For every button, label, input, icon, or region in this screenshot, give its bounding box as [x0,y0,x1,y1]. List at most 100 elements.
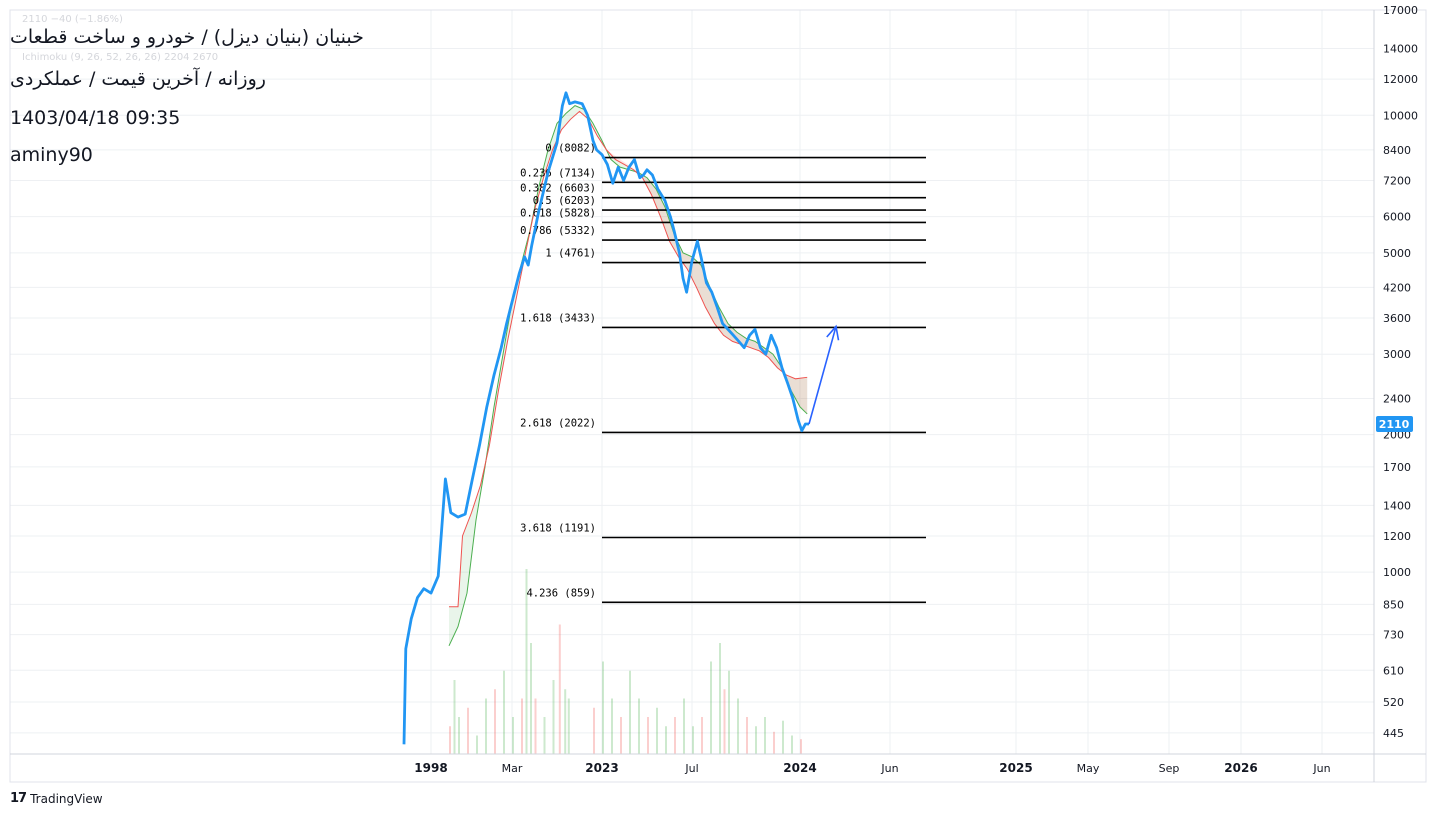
fibonacci-extension[interactable]: 0 (8082) 0.236 (7134) 0.382 (6603)0.5 (620… [520,143,926,604]
volume-bar [503,670,505,754]
y-tick-label: 6000 [1383,211,1411,224]
grid [10,9,1374,754]
y-tick-label: 3600 [1383,312,1411,325]
fib-level-label: 2.618 (2022) [520,417,596,429]
volume-bar [791,735,793,754]
volume-bar [521,698,523,754]
y-tick-label: 1200 [1383,530,1411,543]
y-tick-label: 12000 [1383,73,1418,86]
volume-bar [629,670,631,754]
y-tick-label: 445 [1383,727,1404,740]
volume-bar [773,731,775,754]
fib-level-label: 0.786 (5332) [520,225,596,237]
volume-bar [567,698,570,754]
volume-bar [458,717,460,754]
volume-bar [800,739,802,754]
chart-frame [9,9,1427,783]
y-tick-label: 8400 [1383,144,1411,157]
x-tick-label: Mar [502,762,523,775]
fib-level-label: 0.618 (5828) [520,207,596,219]
volume-bar [552,680,555,754]
projection-arrow-shaft[interactable] [808,326,837,425]
y-tick-label: 7200 [1383,174,1411,187]
last-price-label: 2110 [1379,418,1410,431]
volume-bar [485,698,487,754]
y-tick-label: 2400 [1383,392,1411,405]
y-tick-label: 17000 [1383,4,1418,17]
faint-price-legend: 2110 −40 (−1.86%) [22,14,123,25]
datetime-label: 1403/04/18 09:35 [10,107,181,129]
y-tick-label: 730 [1383,629,1404,642]
volume-bar [710,661,712,754]
fib-level-label: 1 (4761) [545,248,596,260]
volume-bar [611,698,613,754]
tradingview-logo-text: TradingView [30,791,103,806]
projection-arrow[interactable] [808,324,840,425]
volume-bars [449,569,802,754]
volume-bar [476,735,478,754]
projection-arrow-head[interactable] [826,324,840,341]
x-tick-label: 2023 [585,761,618,775]
volume-bar [512,717,514,754]
x-tick-label: Sep [1159,762,1180,775]
volume-bar [453,680,456,754]
y-tick-label: 1400 [1383,499,1411,512]
x-tick-label: May [1077,762,1100,775]
x-tick-label: 1998 [414,761,447,775]
x-tick-label: Jun [880,762,898,775]
volume-bar [602,661,604,754]
y-tick-label: 520 [1383,696,1404,709]
fib-level-label: 1.618 (3433) [520,312,596,324]
y-tick-label: 3000 [1383,348,1411,361]
volume-bar [723,689,726,754]
volume-bar [494,689,496,754]
volume-bar [746,717,748,754]
x-tick-label: 2025 [999,761,1032,775]
volume-bar [593,707,595,754]
fib-level-label: 0 (8082) [545,143,596,155]
fib-level-label: 0.236 (7134) [520,167,596,179]
fib-level-label: 3.618 (1191) [520,523,596,535]
volume-bar [719,643,721,754]
price-series-line [402,91,809,745]
volume-bar [737,698,739,754]
volume-bar [692,726,694,754]
y-tick-label: 1000 [1383,566,1411,579]
y-tick-label: 14000 [1383,43,1418,56]
axes: 17000 14000 12000 10000 8400 7200 6000 5000 4200… [9,4,1427,783]
y-tick-label: 1700 [1383,461,1411,474]
fib-level-label: 0.382 (6603) [520,183,596,195]
y-tick-label: 850 [1383,598,1404,611]
y-tick-label: 610 [1383,664,1404,677]
faint-indicator-legend: Ichimoku (9, 26, 52, 26, 26) 2204 2670 [22,52,219,63]
chart-subtitle: روزانه / آخرین قیمت / عملکردی [10,68,266,90]
fib-level-label: 4.236 (859) [526,587,596,599]
volume-bar [647,717,649,754]
volume-bar [728,670,730,754]
x-tick-label: Jul [684,762,698,775]
volume-bar [467,707,469,754]
volume-bar [525,569,528,754]
author-label: aminy90 [10,144,93,166]
symbol-title: خبنیان (بنیان دیزل) / خودرو و ساخت قطعات [10,26,364,48]
volume-bar [764,717,766,754]
x-tick-label: 2024 [783,761,816,775]
y-tick-label: 5000 [1383,247,1411,260]
x-tick-label: 2026 [1224,761,1257,775]
last-price-badge [1376,416,1413,433]
volume-bar [534,698,537,754]
volume-bar [558,624,561,754]
y-tick-label: 4200 [1383,281,1411,294]
volume-bar [449,726,451,754]
volume-bar [782,720,784,754]
volume-bar [564,689,567,754]
y-tick-label: 10000 [1383,109,1418,122]
volume-bar [701,717,703,754]
volume-bar [543,717,546,754]
tradingview-logo[interactable]: 17 TradingView [10,791,103,806]
price-line [402,91,809,745]
volume-bar [620,717,622,754]
volume-bar [755,726,757,754]
